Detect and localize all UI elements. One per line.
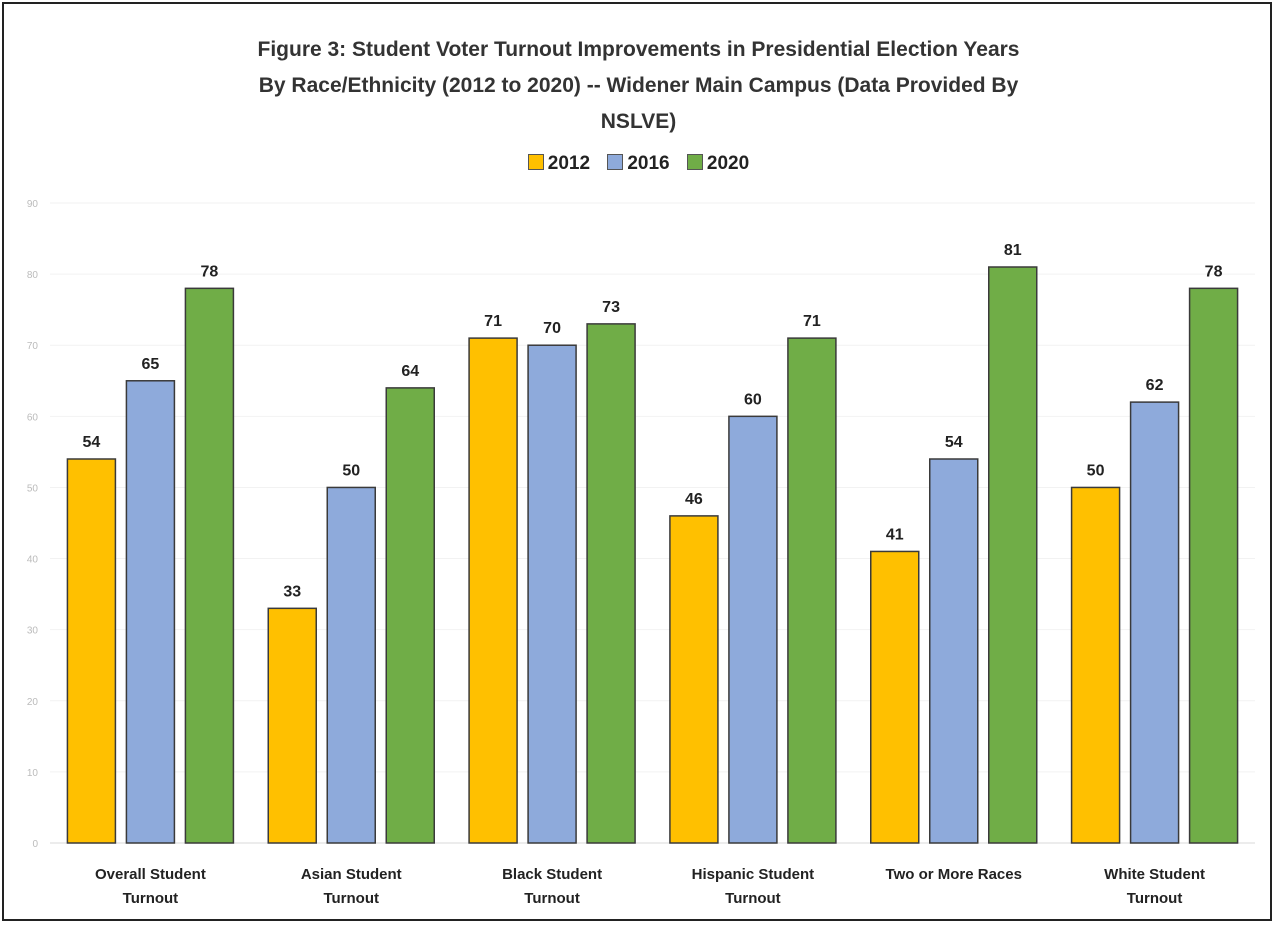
y-tick-label: 0 bbox=[32, 839, 38, 850]
y-tick-label: 90 bbox=[27, 199, 39, 210]
bar-2020 bbox=[184, 287, 235, 844]
y-tick-label: 50 bbox=[27, 483, 39, 494]
y-tick-label: 80 bbox=[27, 270, 39, 281]
bar-2016 bbox=[326, 486, 376, 844]
x-category-label: Overall Student Turnout bbox=[95, 866, 206, 907]
x-category-label: Asian Student Turnout bbox=[301, 866, 402, 907]
x-category-label-line: Turnout bbox=[725, 890, 781, 907]
data-label-2016: 60 bbox=[744, 391, 762, 408]
chart-title-line-2: By Race/Ethnicity (2012 to 2020) -- Wide… bbox=[258, 74, 1019, 97]
x-category-label: White Student Turnout bbox=[1104, 866, 1205, 907]
x-category-label-line: Turnout bbox=[323, 890, 379, 907]
data-label-2012: 33 bbox=[283, 583, 301, 600]
data-label-2016: 65 bbox=[142, 356, 160, 373]
chart-title-line-1: Figure 3: Student Voter Turnout Improvem… bbox=[257, 38, 1020, 61]
data-label-2016: 50 bbox=[342, 462, 360, 479]
bar-2012 bbox=[1070, 486, 1121, 844]
x-category-label-line: Two or More Races bbox=[886, 866, 1022, 883]
legend-swatch-2016 bbox=[607, 154, 624, 170]
chart-title-line-3: NSLVE) bbox=[600, 110, 677, 133]
y-tick-label: 40 bbox=[27, 555, 39, 566]
data-label-2016: 62 bbox=[1146, 377, 1164, 394]
bar-2012 bbox=[66, 458, 117, 844]
legend-item-2012: 2012 bbox=[527, 153, 591, 175]
bar-2016 bbox=[1129, 401, 1180, 844]
data-label-2012: 46 bbox=[685, 491, 703, 508]
bar-2020 bbox=[586, 323, 636, 844]
y-tick-label: 70 bbox=[27, 341, 39, 352]
bar-2012 bbox=[468, 337, 518, 844]
bar-2016 bbox=[527, 344, 577, 844]
bar-2020 bbox=[1188, 287, 1239, 844]
x-category-label-line: Black Student bbox=[502, 866, 602, 883]
x-category-label: Black Student Turnout bbox=[502, 866, 602, 907]
data-label-2012: 50 bbox=[1087, 462, 1105, 479]
bar-2020 bbox=[988, 266, 1038, 844]
chart-legend: 2012 2016 2020 bbox=[0, 153, 1277, 175]
data-label-2012: 71 bbox=[484, 313, 502, 330]
data-label-2016: 70 bbox=[543, 320, 561, 337]
bar-2012 bbox=[669, 515, 719, 844]
data-label-2020: 78 bbox=[1205, 263, 1223, 280]
chart-title: Figure 3: Student Voter Turnout Improvem… bbox=[0, 32, 1277, 140]
data-label-2012: 54 bbox=[83, 434, 101, 451]
x-category-label-line: Asian Student bbox=[301, 866, 402, 883]
x-category-label-line: Hispanic Student bbox=[692, 866, 815, 883]
data-label-2016: 54 bbox=[945, 434, 963, 451]
y-tick-label: 30 bbox=[27, 626, 39, 637]
y-tick-label: 20 bbox=[27, 697, 39, 708]
x-category-label-line: Turnout bbox=[1127, 890, 1183, 907]
bar-2020 bbox=[385, 387, 435, 844]
data-label-2012: 41 bbox=[886, 526, 904, 543]
x-category-label-line: Overall Student bbox=[95, 866, 206, 883]
legend-item-2020: 2020 bbox=[686, 153, 750, 175]
bar-2012 bbox=[267, 607, 317, 844]
bar-2012 bbox=[870, 550, 920, 844]
bar-2020 bbox=[787, 337, 837, 844]
y-tick-label: 10 bbox=[27, 768, 39, 779]
bar-2016 bbox=[728, 415, 778, 844]
x-category-label-line: White Student bbox=[1104, 866, 1205, 883]
legend-swatch-2020 bbox=[686, 154, 703, 170]
bar-2016 bbox=[929, 458, 979, 844]
legend-label-2020: 2020 bbox=[706, 153, 750, 174]
x-category-label-line: Turnout bbox=[524, 890, 580, 907]
y-tick-label: 60 bbox=[27, 412, 39, 423]
data-label-2020: 81 bbox=[1004, 242, 1022, 259]
data-label-2020: 71 bbox=[803, 313, 821, 330]
x-category-label-line: Turnout bbox=[123, 890, 179, 907]
data-label-2020: 64 bbox=[401, 363, 419, 380]
bar-2016 bbox=[125, 380, 176, 844]
x-category-label: Two or More Races bbox=[886, 866, 1022, 883]
data-label-2020: 78 bbox=[201, 263, 219, 280]
data-label-2020: 73 bbox=[602, 299, 620, 316]
legend-swatch-2012 bbox=[527, 154, 544, 170]
legend-item-2016: 2016 bbox=[607, 153, 670, 175]
x-category-label: Hispanic Student Turnout bbox=[692, 866, 815, 907]
legend-label-2016: 2016 bbox=[627, 153, 670, 174]
legend-label-2012: 2012 bbox=[547, 153, 591, 174]
